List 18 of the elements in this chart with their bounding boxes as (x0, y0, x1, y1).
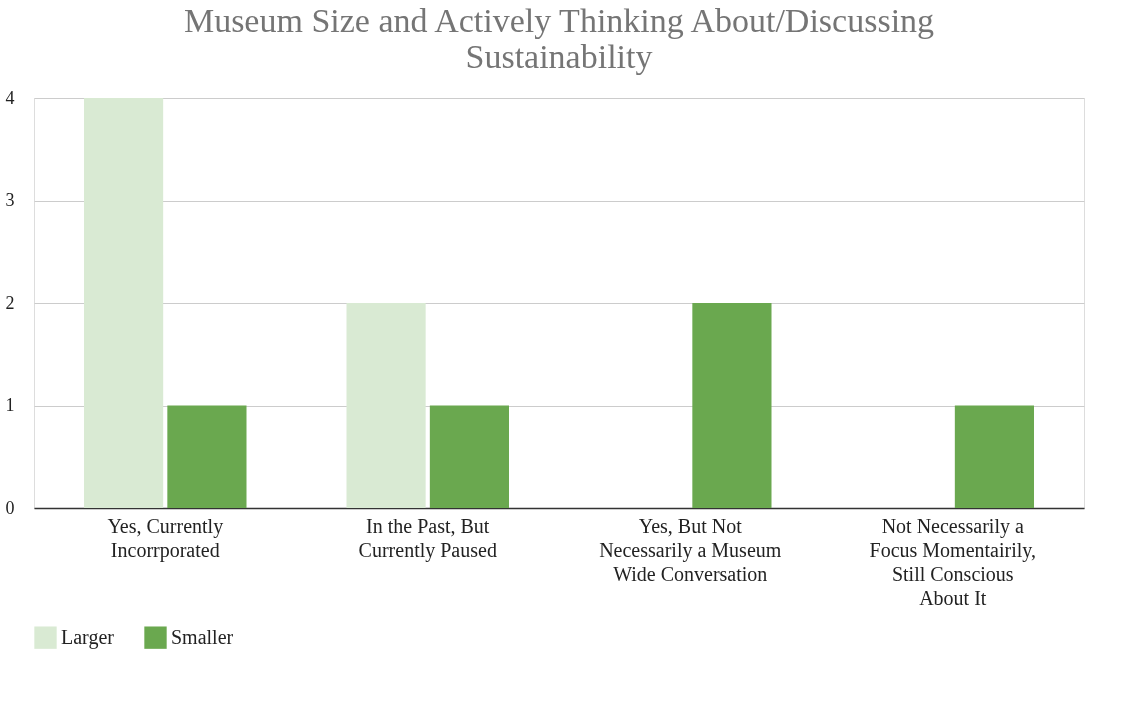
y-tick-label: 1 (5, 395, 15, 415)
legend-label: Larger (61, 625, 115, 649)
bar (429, 405, 509, 508)
x-tick-label: Yes, Currently Incorrporated (107, 514, 224, 562)
y-tick-label: 4 (5, 87, 15, 108)
bar (167, 405, 247, 508)
x-tick-label: Not Necessarily a Focus Momentairily, Still Conscious About It (869, 514, 1036, 609)
bar (692, 303, 772, 508)
bar (954, 405, 1034, 508)
bar (84, 98, 164, 508)
legend-label: Smaller (171, 625, 234, 648)
bar (346, 303, 426, 508)
x-tick-label: In the Past, But Currently Paused (358, 514, 497, 562)
x-tick-label: Yes, But Not Necessarily a Museum Wide Conversation (599, 514, 782, 585)
chart-title: Museum Size and Actively Thinking About/Discussing Sustainability (183, 2, 935, 75)
y-tick-label: 3 (5, 190, 15, 210)
y-tick-label: 0 (5, 497, 15, 518)
y-tick-label: 2 (5, 292, 15, 313)
